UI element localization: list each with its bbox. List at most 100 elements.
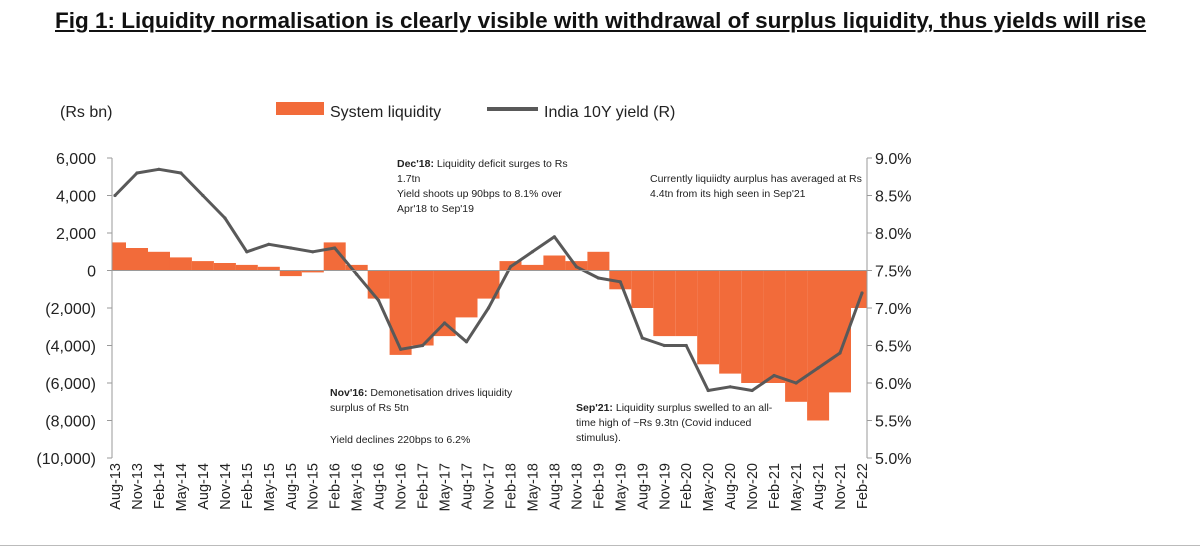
annotation-sep21-bold: Sep'21:	[576, 402, 613, 414]
yield-point	[201, 193, 205, 198]
x-tick-label: Aug-18	[547, 463, 563, 510]
liquidity-band	[112, 242, 126, 271]
x-tick-label: Nov-18	[569, 463, 585, 510]
x-tick-label: Feb-14	[152, 463, 168, 509]
liquidity-band	[587, 251, 610, 271]
liquidity-band	[213, 263, 236, 271]
liquidity-band	[279, 270, 302, 277]
yield-point	[574, 265, 579, 269]
x-tick-label: Aug-15	[284, 463, 300, 510]
y-right-tick-label: 7.5%	[875, 264, 911, 281]
annotation-dec18-line-1: Liquidity deficit surges to Rs	[434, 158, 568, 170]
x-tick-label: May-20	[701, 463, 717, 511]
svg-text:Sep'21: Liquidity surplus swel: Sep'21: Liquidity surplus swelled to an …	[576, 402, 773, 414]
annotation-sep21-line-2: time high of ~Rs 9.3tn (Covid induced	[576, 417, 752, 429]
annotation-current-line-2: 4.4tn from its high seen in Sep'21	[650, 188, 806, 200]
y-left-tick-label: (2,000)	[45, 301, 96, 318]
yield-point	[333, 246, 337, 250]
yield-point	[223, 216, 227, 220]
x-tick-label: Aug-13	[108, 463, 124, 510]
y-left-tick-label: (4,000)	[45, 339, 96, 356]
x-tick-label: May-14	[174, 463, 190, 511]
annotation-sep21-line-1: Liquidity surplus swelled to an all-	[613, 402, 773, 414]
y-right-tick-label: 8.5%	[875, 189, 911, 206]
liquidity-band	[191, 261, 214, 271]
liquidity-band	[807, 270, 830, 421]
yield-point	[443, 321, 447, 325]
annotation-dec18-line-3: Yield shoots up 90bps to 8.1% over	[397, 188, 562, 200]
x-tick-label: May-21	[789, 463, 805, 511]
bottom-divider	[0, 545, 1200, 546]
svg-text:Nov'16: Demonetisation drives: Nov'16: Demonetisation drives liquidity	[330, 387, 513, 399]
annotation-sep21-line-3: stimulus).	[576, 432, 621, 444]
y-left-tick-label: 4,000	[56, 189, 96, 206]
yield-point	[311, 250, 315, 254]
y-right-tick-label: 8.0%	[875, 226, 911, 243]
yield-point	[245, 250, 249, 254]
legend-label-yield: India 10Y yield (R)	[544, 104, 675, 121]
yield-point	[508, 265, 513, 269]
liquidity-band	[851, 270, 867, 308]
liquidity-band	[543, 255, 566, 271]
yield-point	[355, 272, 359, 276]
liquidity-band	[631, 270, 654, 308]
yield-point	[816, 366, 820, 370]
yield-point	[179, 171, 183, 175]
x-tick-label: Nov-21	[833, 463, 849, 510]
y-right-tick-label: 6.5%	[875, 339, 911, 356]
yield-point	[662, 343, 666, 348]
x-tick-label: May-19	[613, 463, 629, 511]
liquidity-band	[235, 264, 258, 271]
yield-point	[157, 167, 161, 171]
x-tick-label: Nov-14	[218, 463, 234, 510]
x-tick-label: Aug-14	[196, 463, 212, 510]
liquidity-band	[719, 270, 742, 374]
liquidity-band	[257, 266, 280, 271]
liquidity-band	[433, 270, 456, 337]
x-tick-label: Nov-19	[657, 463, 673, 510]
liquidity-band	[653, 270, 676, 337]
yield-line-layer	[113, 167, 864, 393]
liquidity-band	[301, 270, 324, 273]
liquidity-band	[741, 270, 764, 383]
liquidity-band	[169, 257, 192, 271]
liquidity-band	[367, 270, 390, 299]
x-tick-label: Feb-21	[767, 463, 783, 509]
yield-point	[706, 388, 710, 393]
y-right-tick-label: 7.0%	[875, 301, 911, 318]
annotation-dec18-line-2: 1.7tn	[397, 173, 421, 185]
annotation-dec18-line-4: Apr'18 to Sep'19	[397, 203, 474, 215]
yield-point	[464, 340, 469, 344]
x-tick-label: Feb-15	[240, 463, 256, 509]
x-tick-label: Aug-20	[723, 463, 739, 510]
yield-point	[728, 385, 732, 389]
yield-point	[289, 246, 293, 250]
yield-point	[750, 388, 754, 393]
liquidity-band	[389, 270, 412, 355]
annotation-nov16: Nov'16: Demonetisation drives liquidity …	[330, 387, 513, 446]
x-tick-label: Nov-20	[745, 463, 761, 510]
annotation-current: Currently liquiidty aurplus has averaged…	[650, 173, 862, 200]
liquidity-band	[148, 251, 170, 271]
liquidity-band	[675, 270, 698, 337]
liquidity-band	[697, 270, 720, 365]
yield-point	[399, 347, 403, 351]
liquidity-band	[411, 270, 434, 346]
y-right-tick-label: 5.5%	[875, 414, 911, 431]
yield-point	[113, 193, 117, 198]
x-tick-label: Aug-16	[372, 463, 388, 510]
yield-point	[530, 250, 535, 254]
x-tick-label: Aug-21	[811, 463, 827, 510]
x-tick-label: Aug-19	[635, 463, 651, 510]
annotation-nov16-line-2: surplus of Rs 5tn	[330, 402, 409, 414]
liquidity-band	[477, 270, 500, 299]
annotations: Dec'18: Liquidity deficit surges to Rs 1…	[330, 158, 862, 446]
x-tick-label: Aug-17	[460, 463, 476, 510]
yield-point	[838, 351, 842, 355]
liquidity-band	[521, 264, 544, 271]
liquidity-band	[455, 270, 478, 318]
legend-swatch-liquidity	[276, 102, 324, 115]
yield-point	[860, 291, 864, 295]
yield-point	[135, 171, 139, 175]
yield-point	[486, 306, 491, 310]
